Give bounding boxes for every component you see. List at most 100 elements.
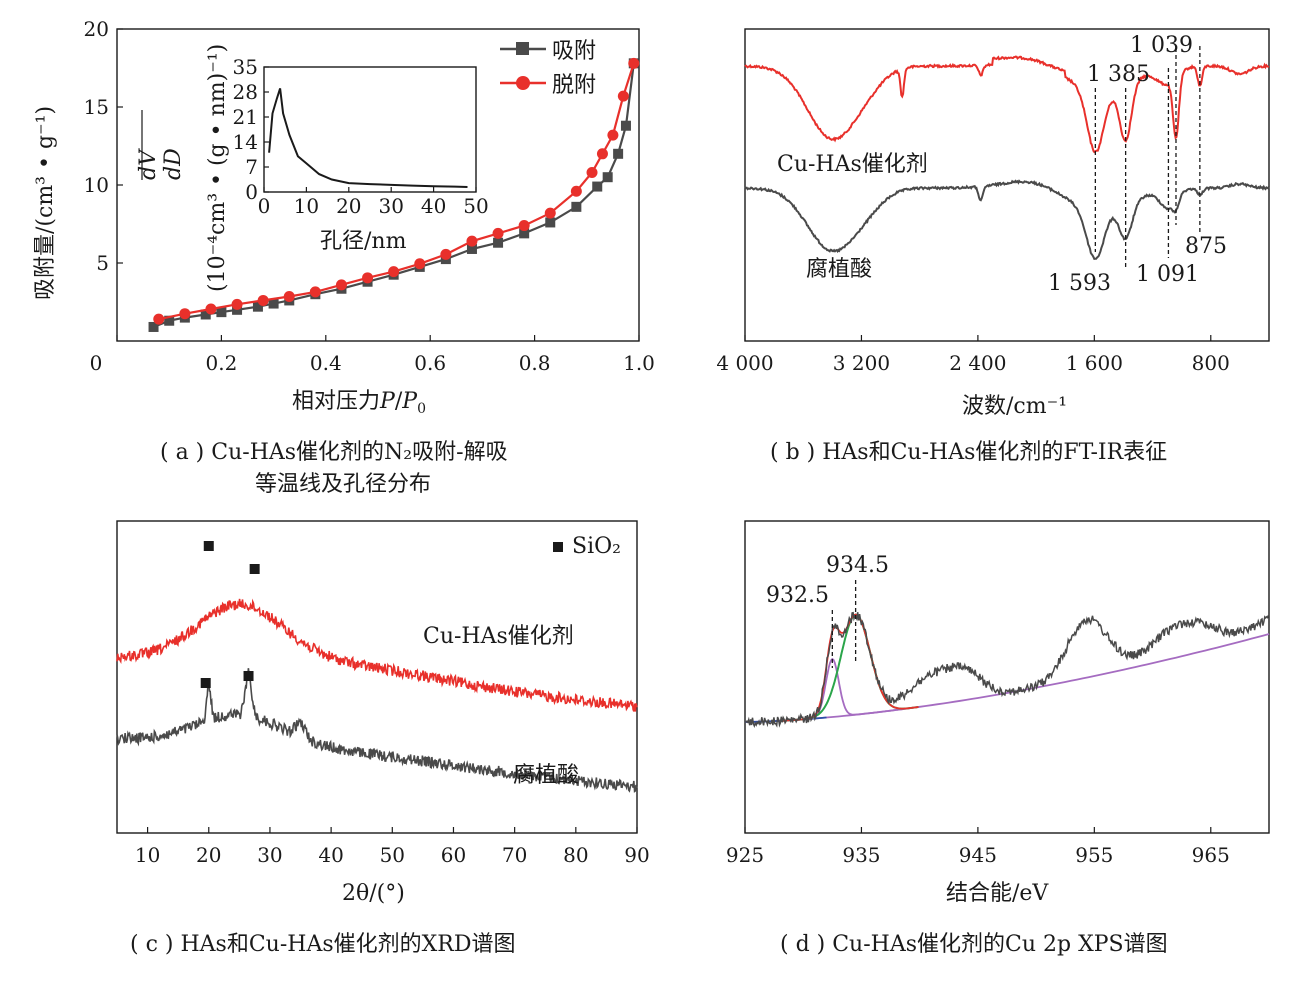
inset-xtick-label: 50 [463, 194, 488, 218]
panel-c-plot [116, 541, 638, 793]
inset-axes [263, 66, 477, 193]
panel-c-axes [116, 520, 638, 834]
c-xtick-label: 90 [624, 843, 649, 867]
label-cu-has-c: Cu-HAs催化剂 [423, 624, 574, 649]
desorption-point [414, 258, 426, 270]
desorption-point [607, 129, 619, 141]
b-xtick-label: 3 200 [833, 351, 890, 375]
desorption-point [362, 272, 374, 284]
inset-ytick-label: 35 [233, 55, 258, 79]
panel-a-ylabel: 吸附量/(cm³ • g⁻¹) [33, 106, 58, 300]
a-xtick-label: 1.0 [623, 351, 655, 375]
panel-d-plot [744, 580, 1270, 729]
inset-ytick-label: 21 [233, 105, 258, 129]
adsorption-point [571, 201, 582, 212]
desorption-point [586, 167, 598, 179]
panel-a: 0 0.2 0.4 0.6 0.8 1.0 20 15 10 5 吸附 脱附 0 10 20 30 40 5… [33, 17, 655, 497]
desorption-point [283, 291, 295, 303]
xps-fit-934 [779, 613, 919, 722]
peak-1593: 1 593 [1048, 271, 1111, 296]
adsorption-point [592, 181, 603, 192]
panel-b-ticks: 4 000 3 200 2 400 1 600 800 [716, 335, 1230, 375]
c-xtick-label: 50 [380, 843, 405, 867]
b-xtick-label: 800 [1192, 351, 1230, 375]
a-ytick-label: 15 [84, 95, 109, 119]
peak-1039: 1 039 [1130, 33, 1193, 58]
caption-a-line1: ( a ) Cu-HAs催化剂的N₂吸附-解吸 [160, 440, 508, 465]
desorption-point [309, 286, 321, 298]
sio2-marker [243, 671, 254, 681]
desorption-point [518, 220, 530, 232]
panel-b-axes [744, 28, 1270, 342]
inset-ytick-label: 7 [245, 155, 258, 179]
inset-ytick-label: 0 [245, 180, 258, 204]
a-xtick-label: 0.2 [205, 351, 237, 375]
desorption-point [544, 207, 556, 219]
desorption-point [628, 57, 640, 69]
desorption-point [596, 148, 608, 160]
ir-cu-has-curve [744, 55, 1270, 154]
inset-ytick-label: 28 [233, 80, 258, 104]
sio2-marker [249, 564, 260, 574]
sio2-marker [200, 678, 211, 688]
inset-xtick-label: 10 [294, 194, 319, 218]
a-xtick-label: 0 [90, 351, 103, 375]
adsorption-point [200, 309, 211, 320]
legend-sio2-marker [553, 542, 563, 552]
peak-1385: 1 385 [1087, 62, 1150, 87]
label-cu-has-b: Cu-HAs催化剂 [777, 152, 928, 177]
ir-humic-curve [744, 179, 1270, 260]
pore-size-curve [268, 88, 468, 188]
legend-sio2-label: SiO₂ [572, 534, 621, 559]
legend-adsorption-marker [516, 42, 529, 55]
panel-a-legend: 吸附 脱附 [500, 39, 596, 98]
a-ytick-label: 10 [84, 173, 109, 197]
a-ytick-label: 5 [96, 251, 109, 275]
adsorption-point [493, 237, 504, 248]
desorption-point [205, 303, 217, 315]
peak-932-5: 932.5 [766, 583, 829, 608]
c-xtick-label: 30 [257, 843, 282, 867]
inset-ylabel-dv: dV [136, 148, 161, 180]
d-xtick-label: 945 [959, 843, 997, 867]
panel-d-xlabel: 结合能/eV [946, 881, 1049, 906]
panel-a-ticks: 0 0.2 0.4 0.6 0.8 1.0 20 15 10 5 [84, 17, 655, 375]
c-xtick-label: 40 [318, 843, 343, 867]
b-xtick-label: 4 000 [716, 351, 773, 375]
adsorption-point [613, 148, 624, 159]
desorption-point [492, 227, 504, 239]
panel-b-xlabel: 波数/cm⁻¹ [962, 394, 1067, 419]
inset-xtick-label: 0 [258, 194, 271, 218]
inset-ylabel-dd: dD [161, 148, 186, 180]
desorption-point [617, 90, 629, 102]
d-xtick-label: 955 [1075, 843, 1113, 867]
desorption-point [440, 248, 452, 260]
adsorption-point [164, 315, 175, 326]
inset-ylabel-units: (10⁻⁴cm³ • (g • nm)⁻¹) [205, 44, 230, 292]
desorption-point [570, 185, 582, 197]
adsorption-point [148, 321, 159, 332]
c-xtick-label: 80 [563, 843, 588, 867]
panel-d-axes [744, 520, 1270, 834]
adsorption-point [519, 228, 530, 239]
adsorption-point [216, 307, 227, 318]
xrd-cu-has-curve [116, 598, 638, 712]
c-xtick-label: 70 [502, 843, 527, 867]
panel-a-xlabel: 相对压力P/P0 [292, 389, 426, 417]
panel-b: 4 000 3 200 2 400 1 600 800 Cu-HAs催化剂 腐植酸 1 … [716, 28, 1270, 465]
caption-c: ( c ) HAs和Cu-HAs催化剂的XRD谱图 [130, 932, 516, 957]
d-xtick-label: 965 [1192, 843, 1230, 867]
panel-a-plot [148, 57, 640, 332]
xps-raw-data [744, 611, 1270, 729]
b-xtick-label: 1 600 [1066, 351, 1123, 375]
label-humic-c: 腐植酸 [513, 763, 579, 788]
desorption-point [153, 313, 165, 325]
a-xtick-label: 0.4 [310, 351, 342, 375]
legend-desorption-label: 脱附 [552, 73, 596, 98]
inset-xtick-label: 20 [336, 194, 361, 218]
a-ytick-label: 20 [84, 17, 109, 41]
panel-c-xlabel: 2θ/(°) [342, 881, 405, 906]
adsorption-point [252, 301, 263, 312]
adsorption-point [602, 172, 613, 183]
